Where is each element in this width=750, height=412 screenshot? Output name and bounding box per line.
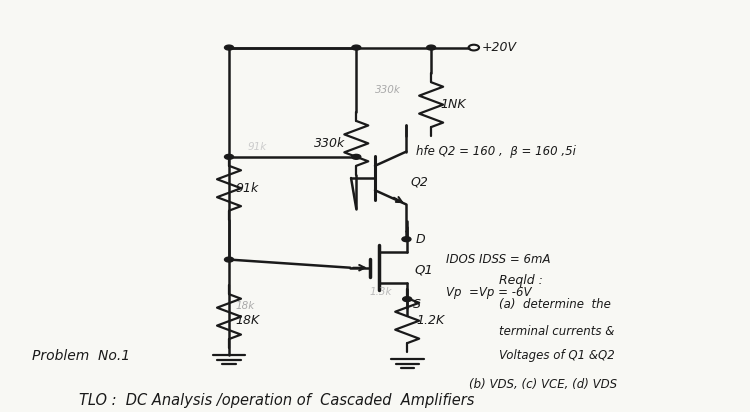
Text: 18K: 18K xyxy=(235,314,260,327)
Text: Q2: Q2 xyxy=(411,176,429,189)
Text: 91k: 91k xyxy=(235,182,258,195)
Text: 18k: 18k xyxy=(235,302,254,311)
Circle shape xyxy=(352,154,361,159)
Circle shape xyxy=(403,297,412,302)
Text: Q1: Q1 xyxy=(415,263,434,276)
Text: Vp  =Vp = -6V: Vp =Vp = -6V xyxy=(446,286,532,299)
Text: +20V: +20V xyxy=(482,41,517,54)
Circle shape xyxy=(224,257,233,262)
Text: 1.2K: 1.2K xyxy=(416,314,445,327)
Text: terminal currents &: terminal currents & xyxy=(499,325,614,338)
Text: Reqld :: Reqld : xyxy=(499,274,542,287)
Text: (a)  determine  the: (a) determine the xyxy=(499,298,610,311)
Text: Problem  No.1: Problem No.1 xyxy=(32,349,130,363)
Circle shape xyxy=(224,154,233,159)
Text: 330k: 330k xyxy=(375,85,400,96)
Text: S: S xyxy=(413,298,421,311)
Text: (b) VDS, (c) VCE, (d) VDS: (b) VDS, (c) VCE, (d) VDS xyxy=(469,378,616,391)
Circle shape xyxy=(224,45,233,50)
Text: 91k: 91k xyxy=(248,143,267,152)
Circle shape xyxy=(402,237,411,241)
Circle shape xyxy=(427,45,436,50)
Circle shape xyxy=(352,45,361,50)
Text: hfe Q2 = 160 ,  β = 160 ,5i: hfe Q2 = 160 , β = 160 ,5i xyxy=(416,145,576,158)
Text: Voltages of Q1 &Q2: Voltages of Q1 &Q2 xyxy=(499,349,614,362)
Text: 330k: 330k xyxy=(314,137,345,150)
Text: IDOS IDSS = 6mA: IDOS IDSS = 6mA xyxy=(446,253,550,266)
Text: 1.3k: 1.3k xyxy=(370,287,392,297)
Text: D: D xyxy=(416,233,425,246)
Text: TLO :  DC Analysis /operation of  Cascaded  Amplifiers: TLO : DC Analysis /operation of Cascaded… xyxy=(80,393,475,408)
Text: 1NK: 1NK xyxy=(440,98,466,111)
